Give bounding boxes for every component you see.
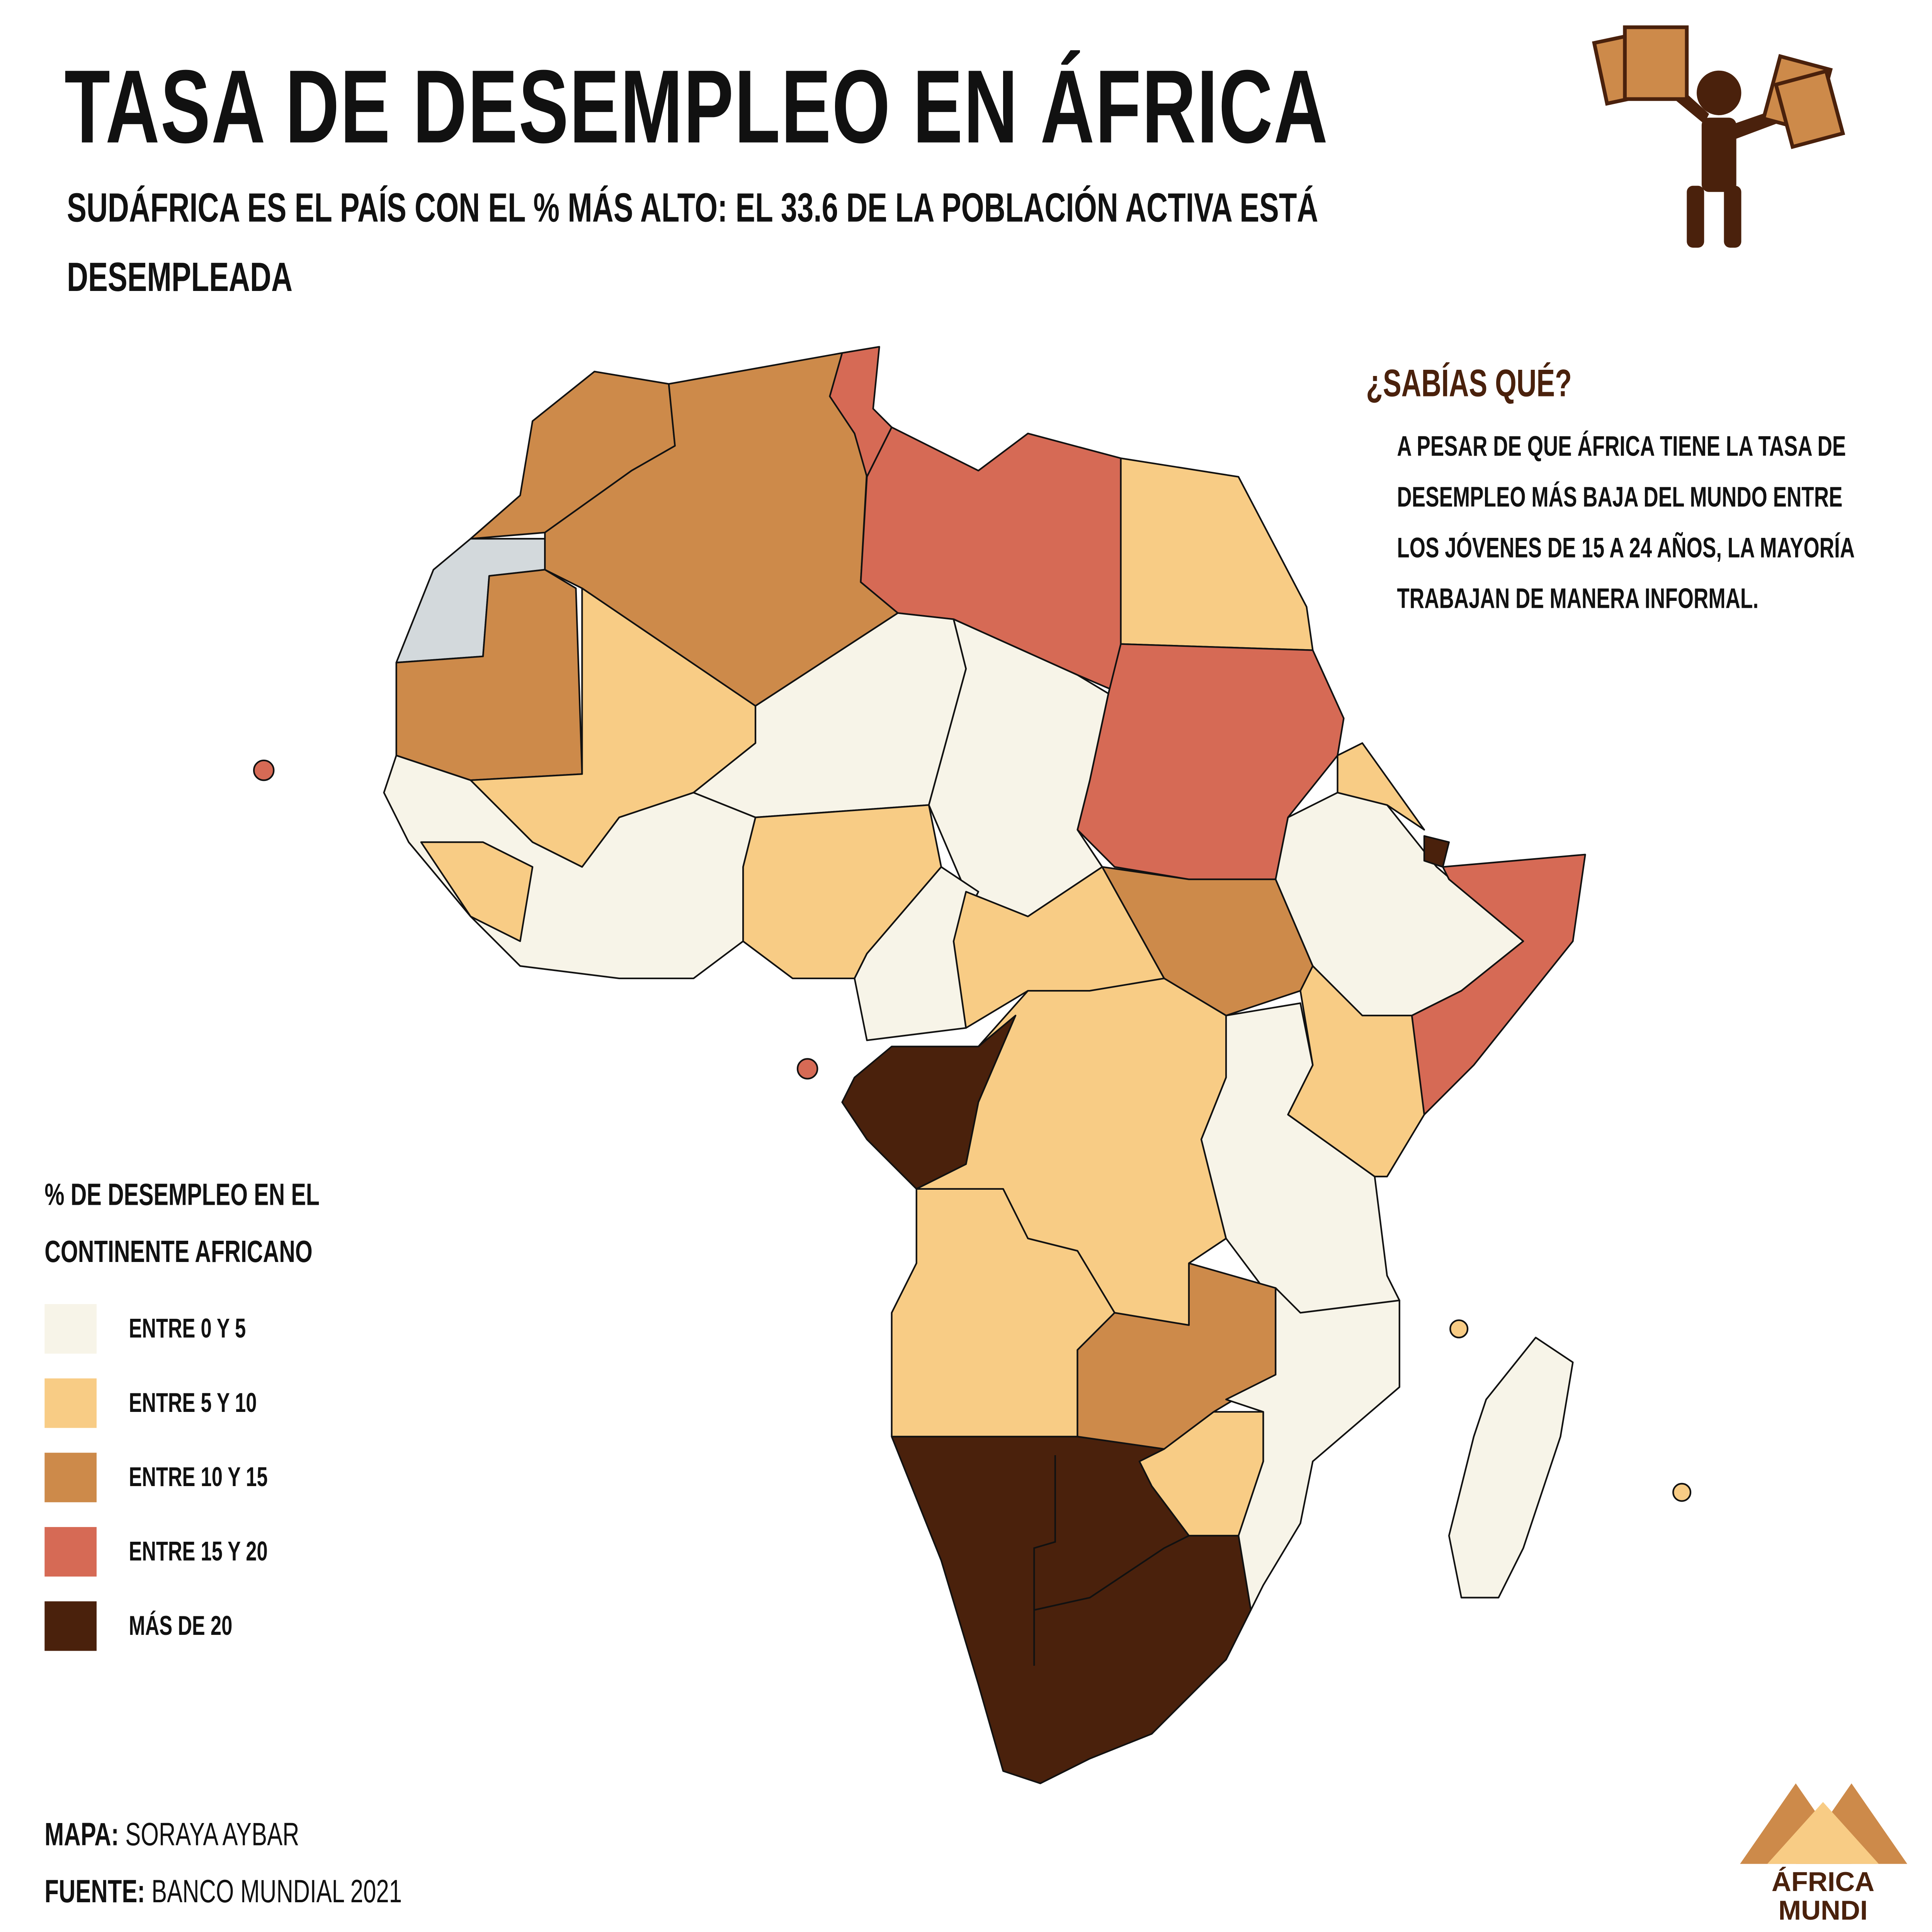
legend-swatch — [44, 1601, 97, 1651]
country — [420, 841, 534, 942]
country — [253, 759, 275, 781]
country — [1449, 1319, 1469, 1338]
country — [797, 1058, 818, 1080]
legend-label: ENTRE 15 Y 20 — [129, 1536, 268, 1567]
country — [1337, 742, 1425, 831]
credit-label: MAPA: — [44, 1815, 119, 1853]
legend-swatch — [44, 1378, 97, 1428]
country — [1423, 835, 1450, 868]
legend-swatch — [44, 1452, 97, 1502]
legend-swatch — [44, 1304, 97, 1354]
logo-text: ÁFRICA — [1772, 1866, 1874, 1897]
legend-label: MÁS DE 20 — [129, 1610, 233, 1641]
subtitle: SUDÁFRICA ES EL PAÍS CON EL % MÁS ALTO: … — [67, 184, 1318, 300]
title: TASA DE DESEMPLEO EN ÁFRICA — [64, 48, 1329, 165]
credit-label: FUENTE: — [44, 1872, 145, 1910]
logo-mark: ÁFRICA MUNDI — [1740, 1783, 1907, 1925]
icon-person — [1592, 25, 1845, 248]
country — [1287, 965, 1425, 1177]
country — [1120, 457, 1314, 651]
border — [1034, 1535, 1189, 1611]
country — [891, 1435, 1252, 1784]
country — [1448, 1337, 1574, 1599]
legend-swatch — [44, 1527, 97, 1577]
legend-label: ENTRE 0 Y 5 — [129, 1313, 246, 1344]
fact-title: ¿SABÍAS QUÉ? — [1366, 361, 1572, 405]
country — [1672, 1483, 1692, 1502]
fact-text: A PESAR DE QUE ÁFRICA TIENE LA TASA DE D… — [1397, 430, 1854, 614]
credit-value: BANCO MUNDIAL 2021 — [151, 1872, 402, 1910]
legend-title: % DE DESEMPLEO EN EL CONTINENTE AFRICANO — [44, 1178, 320, 1270]
country — [383, 755, 757, 980]
credit: FUENTE: BANCO MUNDIAL 2021 — [44, 1872, 402, 1911]
legend-label: ENTRE 5 Y 10 — [129, 1387, 257, 1418]
border — [1033, 1455, 1056, 1666]
africa-map — [253, 346, 1692, 1784]
legend-label: ENTRE 10 Y 15 — [129, 1461, 268, 1493]
credit-value: SORAYA AYBAR — [125, 1815, 299, 1853]
credit: MAPA: SORAYA AYBAR — [44, 1816, 299, 1854]
logo-text: MUNDI — [1778, 1895, 1867, 1925]
